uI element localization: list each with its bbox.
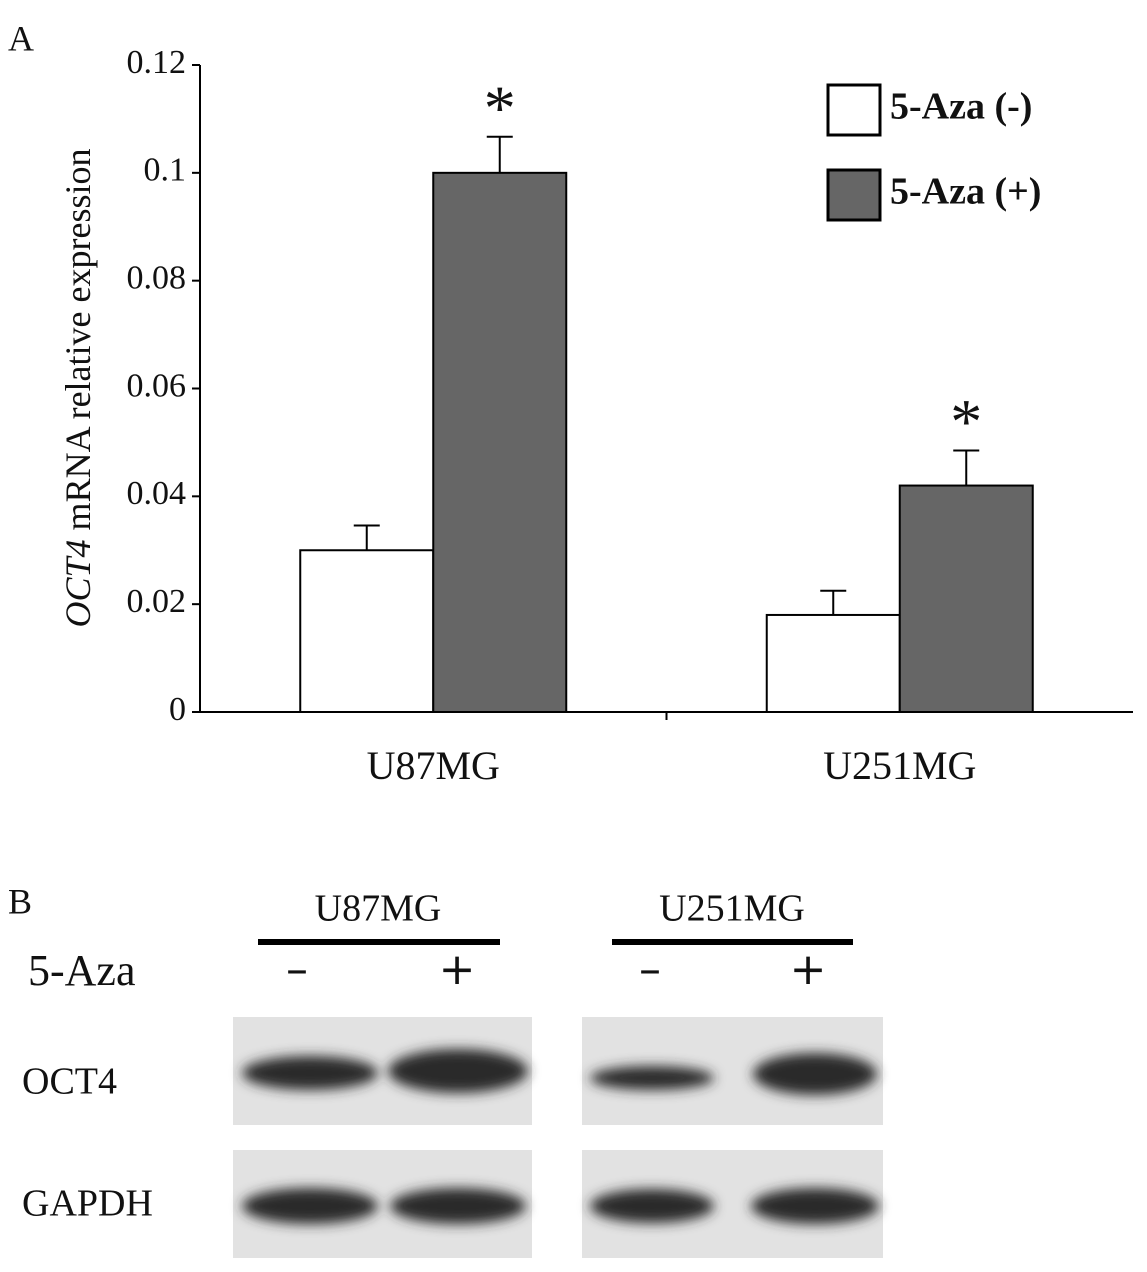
y-tick-label: 0.06 [127, 367, 187, 404]
bar [765, 613, 901, 714]
x-tick-label: U87MG [367, 743, 500, 788]
lane-label: + [790, 944, 827, 995]
band [590, 1189, 714, 1223]
error-bar [953, 449, 980, 486]
y-axis-title-text: mRNA relative expression [58, 149, 98, 531]
lane-label: – [639, 944, 661, 995]
row-label: GAPDH [22, 1183, 153, 1225]
band [590, 1066, 714, 1090]
band [753, 1053, 877, 1095]
y-tick-label: 0.02 [127, 583, 187, 620]
y-tick-label: 0.04 [127, 475, 187, 512]
band [242, 1056, 378, 1090]
treatment-label: 5-Aza [28, 946, 136, 995]
bar [898, 484, 1034, 713]
legend-label: 5-Aza (+) [890, 171, 1041, 213]
y-axis-title: OCT4 mRNA relative expression [58, 149, 98, 628]
error-bar [820, 589, 847, 615]
band [751, 1188, 879, 1224]
significance-mark: * [484, 72, 516, 143]
row-label: OCT4 [22, 1061, 117, 1103]
y-axis-title-gene: OCT4 [58, 539, 98, 627]
panel-label: B [8, 881, 32, 921]
band [390, 1188, 526, 1224]
bar [432, 171, 568, 714]
band [388, 1049, 528, 1093]
lane-label: – [286, 944, 308, 995]
group-label: U87MG [315, 888, 442, 930]
y-tick-label: 0 [169, 691, 186, 728]
error-bar [353, 524, 380, 551]
bar [299, 549, 435, 713]
legend-label: 5-Aza (-) [890, 86, 1032, 128]
error-bar [486, 135, 513, 173]
lane-label: + [439, 944, 476, 995]
y-tick-label: 0.1 [144, 152, 187, 189]
legend-swatch [826, 168, 882, 222]
panel-label: A [8, 18, 34, 58]
y-tick-label: 0.12 [127, 44, 187, 81]
blot-bands [242, 1049, 879, 1224]
band [242, 1188, 378, 1224]
significance-mark: * [950, 386, 982, 457]
y-tick-label: 0.08 [127, 259, 187, 296]
x-tick-label: U251MG [823, 743, 976, 788]
legend-swatch [826, 83, 882, 137]
group-label: U251MG [659, 888, 805, 930]
